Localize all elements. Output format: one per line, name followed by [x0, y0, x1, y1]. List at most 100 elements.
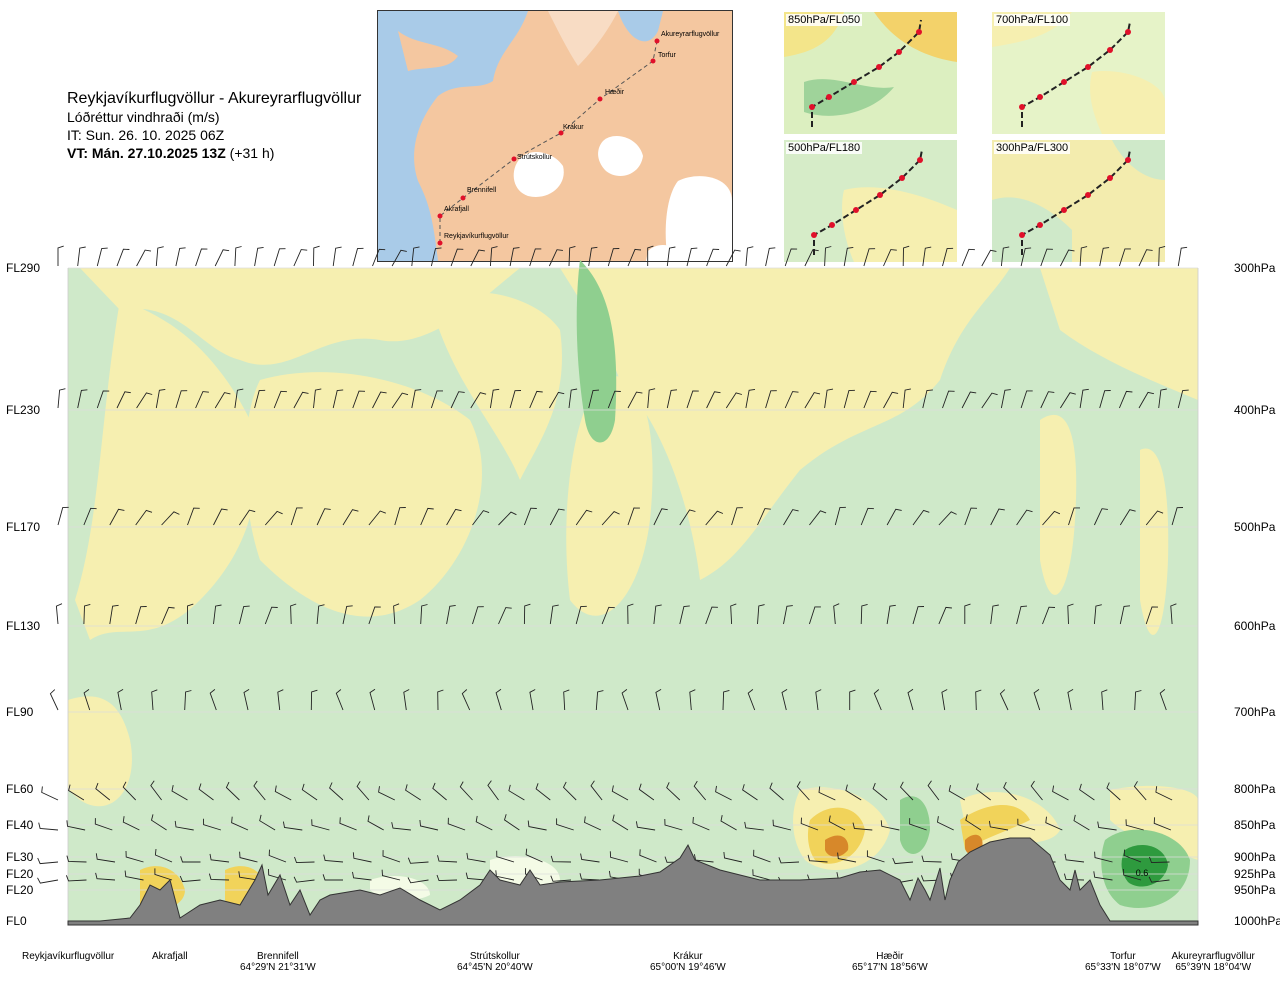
- wind-barb: [94, 818, 113, 831]
- wind-barb: [556, 818, 574, 831]
- wind-barb: [174, 820, 194, 831]
- wind-barb: [902, 388, 911, 409]
- wind-barb: [692, 816, 710, 831]
- waypoint-coordinates: 65°00'N 19°46'W: [650, 962, 726, 973]
- field-region: [1040, 414, 1077, 595]
- wind-barb: [208, 873, 230, 881]
- wind-barb: [369, 688, 376, 711]
- wind-barb: [1123, 868, 1142, 881]
- field-region: [245, 372, 482, 617]
- wind-barb: [607, 390, 621, 409]
- wind-barb: [1067, 603, 1074, 625]
- wind-barb: [1133, 781, 1147, 801]
- field-region: [825, 835, 849, 857]
- issue-time: IT: Sun. 26. 10. 2025 06Z: [67, 127, 225, 143]
- wind-barb: [125, 850, 144, 863]
- wind-barb: [686, 390, 699, 409]
- wind-barb: [1040, 248, 1053, 267]
- wind-barb: [1101, 689, 1108, 711]
- thumbnail-500hpa[interactable]: 500hPa/FL180: [784, 140, 957, 262]
- thumbnail-850hpa[interactable]: 850hPa/FL050: [784, 12, 957, 134]
- wind-barb: [239, 851, 258, 863]
- wind-barb: [273, 248, 286, 267]
- terrain-profile: [67, 837, 1199, 926]
- wind-barb: [116, 391, 131, 409]
- wind-barb: [529, 248, 542, 267]
- wind-barb: [122, 816, 140, 831]
- pressure-level-label: 300hPa: [1234, 261, 1276, 275]
- wind-barb: [981, 392, 998, 409]
- wind-barb: [525, 848, 543, 863]
- thumbnail-500hpa-image: [784, 140, 957, 262]
- wind-barb: [461, 689, 471, 711]
- waypoint-label: Strútskollur 64°45'N 20°40'W: [457, 951, 533, 973]
- wind-barb: [150, 780, 162, 801]
- wind-barb: [1158, 245, 1166, 267]
- wind-barb: [922, 246, 932, 267]
- thumbnail-850hpa-label: 850hPa/FL050: [786, 14, 863, 26]
- wind-barb: [136, 392, 153, 409]
- wind-barb: [990, 508, 1005, 526]
- wind-barb: [612, 814, 629, 831]
- wind-barb: [588, 246, 598, 267]
- wind-barb: [1079, 246, 1088, 267]
- wind-barb: [627, 603, 634, 625]
- wind-barb: [686, 247, 698, 267]
- wind-barb: [899, 781, 914, 801]
- wind-barb: [611, 785, 629, 801]
- wind-barb: [942, 247, 954, 267]
- wind-barb: [781, 689, 788, 711]
- pressure-level-label: 850hPa: [1234, 818, 1276, 832]
- wind-barb: [1155, 786, 1173, 801]
- wind-barb: [135, 509, 153, 526]
- wind-barb: [886, 604, 896, 625]
- thumbnail-700hpa[interactable]: 700hPa/FL100: [992, 12, 1165, 134]
- title-block: Reykjavíkurflugvöllur - Akureyrarflugvöl…: [67, 90, 361, 162]
- wind-barb: [965, 814, 982, 831]
- wind-barb: [834, 506, 846, 526]
- wind-barb: [1158, 388, 1167, 409]
- wind-barb: [706, 248, 720, 267]
- pressure-level-label: 600hPa: [1234, 619, 1276, 633]
- wind-barb: [1145, 510, 1164, 526]
- wind-barb: [601, 511, 620, 526]
- wind-barb: [1067, 689, 1074, 711]
- wind-barb: [277, 689, 284, 711]
- wind-barb: [367, 815, 384, 831]
- wind-barb: [635, 821, 656, 831]
- wind-barb: [720, 815, 737, 831]
- wind-barb: [489, 246, 498, 267]
- wind-barb: [753, 849, 771, 863]
- thumbnail-300hpa[interactable]: 300hPa/FL300: [992, 140, 1165, 262]
- wind-barb: [804, 392, 821, 409]
- wind-barb: [757, 508, 771, 526]
- wind-barb: [849, 689, 856, 710]
- wind-barb: [1093, 604, 1102, 625]
- wind-barb: [653, 508, 668, 526]
- wind-barb: [664, 818, 683, 831]
- chart-subtitle: Lóðréttur vindhraði (m/s): [67, 109, 220, 125]
- waypoint-label: Akureyrarflugvöllur 65°39'N 18°04'W: [1172, 951, 1255, 973]
- wind-barb: [187, 507, 200, 526]
- wind-barb: [693, 780, 707, 801]
- wind-barb: [1171, 507, 1184, 526]
- pressure-level-label: 950hPa: [1234, 883, 1276, 897]
- wind-barb: [549, 604, 559, 625]
- wind-barb: [151, 689, 158, 711]
- wind-barb: [352, 871, 372, 881]
- wind-barb: [1148, 876, 1170, 883]
- wind-barb: [254, 389, 266, 409]
- wind-barb: [745, 246, 754, 267]
- map-label-brennifell: Brennifell: [467, 187, 497, 194]
- wind-barb: [990, 604, 999, 625]
- wind-barb: [863, 390, 877, 409]
- vertical-wind-field: [68, 260, 1198, 925]
- wind-barb: [964, 507, 978, 526]
- pressure-level-label: 800hPa: [1234, 782, 1276, 796]
- wind-barb: [1020, 247, 1032, 267]
- wind-barb: [332, 389, 344, 409]
- wind-barb: [902, 245, 910, 267]
- wind-barb: [757, 604, 765, 625]
- wind-barb: [800, 817, 819, 831]
- wind-barb: [988, 820, 1009, 831]
